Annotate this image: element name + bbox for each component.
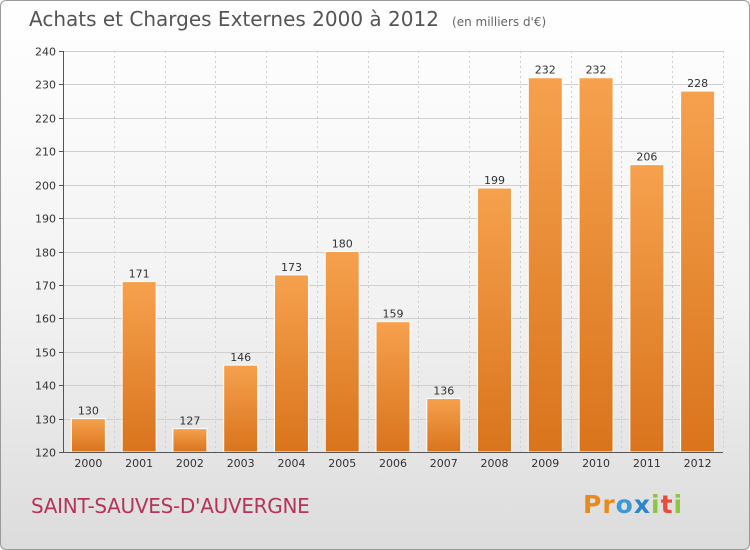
- chart-title: Achats et Charges Externes 2000 à 2012: [29, 7, 439, 31]
- x-tick-label: 2001: [125, 457, 153, 470]
- logo-letter: o: [615, 490, 634, 519]
- logo-letter: P: [583, 490, 603, 519]
- data-label: 228: [687, 77, 708, 90]
- bar: [527, 77, 563, 453]
- bar: [121, 281, 157, 453]
- data-labels: 130 171 127 146 173 180 159 136 199 232 232 206 228: [78, 64, 708, 428]
- y-tick-label: 240: [35, 46, 56, 59]
- x-tick-label: 2011: [633, 457, 661, 470]
- logo-letter: r: [602, 490, 616, 519]
- axes: 120 130 140 150 160 170 180 190 200 210 220 230 240 2…: [35, 46, 723, 470]
- y-tick-label: 190: [35, 213, 56, 226]
- x-tick-label: 2004: [277, 457, 305, 470]
- bar: [324, 251, 360, 453]
- commune-name: SAINT-SAUVES-D'AUVERGNE: [31, 494, 310, 518]
- data-label: 171: [129, 268, 150, 281]
- bar: [680, 90, 716, 453]
- bar: [426, 398, 462, 453]
- data-label: 173: [281, 261, 302, 274]
- x-tick-label: 2008: [481, 457, 509, 470]
- y-tick-label: 200: [35, 180, 56, 193]
- data-label: 206: [636, 151, 657, 164]
- bar: [578, 77, 614, 453]
- y-tick-label: 160: [35, 313, 56, 326]
- data-label: 232: [535, 64, 556, 77]
- y-tick-label: 120: [35, 447, 56, 460]
- bar: [70, 418, 106, 453]
- x-tick-label: 2009: [531, 457, 559, 470]
- data-label: 146: [230, 351, 251, 364]
- logo-letter: t: [660, 490, 674, 519]
- logo-letter: i: [673, 490, 684, 519]
- y-tick-label: 180: [35, 247, 56, 260]
- proxiti-logo[interactable]: Proxiti: [583, 490, 683, 519]
- x-tick-label: 2007: [430, 457, 458, 470]
- data-label: 159: [383, 308, 404, 321]
- logo-letter: i: [651, 490, 661, 519]
- chart-unit: (en milliers d'€): [452, 15, 547, 29]
- bar: [375, 321, 411, 453]
- bars: [70, 77, 716, 453]
- y-tick-label: 130: [35, 414, 56, 427]
- bar: [629, 164, 665, 453]
- y-tick-label: 170: [35, 280, 56, 293]
- x-tick-label: 2000: [74, 457, 102, 470]
- x-tick-label: 2005: [328, 457, 356, 470]
- data-label: 232: [586, 64, 607, 77]
- bar: [223, 364, 259, 453]
- data-label: 199: [484, 174, 505, 187]
- y-tick-label: 150: [35, 347, 56, 360]
- y-tick-label: 230: [35, 79, 56, 92]
- bar: [172, 428, 208, 453]
- bar: [477, 187, 513, 453]
- title-row: Achats et Charges Externes 2000 à 2012 (…: [29, 7, 546, 31]
- x-tick-label: 2003: [227, 457, 255, 470]
- data-label: 136: [433, 385, 454, 398]
- data-label: 180: [332, 238, 353, 251]
- y-tick-label: 220: [35, 113, 56, 126]
- x-tick-label: 2012: [684, 457, 712, 470]
- logo-letter: x: [633, 490, 651, 519]
- data-label: 130: [78, 405, 99, 418]
- x-tick-label: 2006: [379, 457, 407, 470]
- y-tick-label: 210: [35, 146, 56, 159]
- bar: [273, 274, 309, 453]
- x-tick-label: 2010: [582, 457, 610, 470]
- x-tick-label: 2002: [176, 457, 204, 470]
- y-tick-label: 140: [35, 380, 56, 393]
- data-label: 127: [179, 415, 200, 428]
